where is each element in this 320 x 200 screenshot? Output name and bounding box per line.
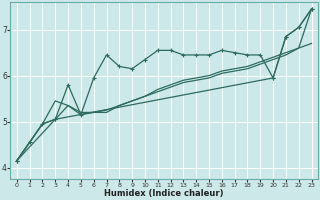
X-axis label: Humidex (Indice chaleur): Humidex (Indice chaleur)	[104, 189, 224, 198]
